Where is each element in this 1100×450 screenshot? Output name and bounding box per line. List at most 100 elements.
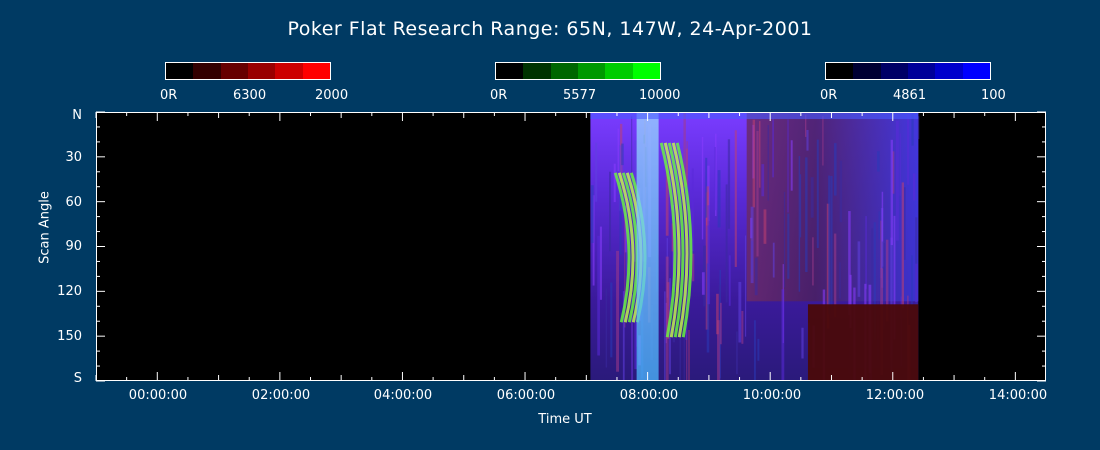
- aurora-streak: [880, 208, 884, 288]
- xtick-label: 14:00:00: [988, 388, 1048, 403]
- aurora-streak: [728, 255, 731, 306]
- aurora-streak: [839, 160, 843, 223]
- green-colorbar: [495, 62, 661, 80]
- aurora-streak: [783, 191, 786, 288]
- aurora-streak: [901, 182, 904, 309]
- aurora-streak: [895, 120, 899, 241]
- aurora-streak: [787, 119, 789, 213]
- aurora-streak: [834, 143, 837, 196]
- aurora-streak: [624, 205, 627, 253]
- aurora-streak: [761, 164, 765, 197]
- aurora-streak: [686, 330, 688, 380]
- blue-colorbar-wavelength: 4861: [893, 88, 927, 103]
- red-colorbar-wavelength: 6300: [233, 88, 267, 103]
- aurora-streak: [626, 222, 628, 293]
- xtick-label: 10:00:00: [742, 388, 802, 403]
- aurora-streak: [619, 182, 622, 255]
- aurora-streak: [915, 263, 918, 303]
- aurora-streak: [707, 205, 711, 305]
- aurora-streak: [911, 114, 914, 146]
- green-arc: [675, 142, 693, 338]
- aurora-streak: [828, 175, 831, 315]
- aurora-streak: [812, 237, 814, 286]
- aurora-streak: [681, 191, 685, 240]
- aurora-streak: [613, 163, 616, 203]
- xtick-label: 02:00:00: [251, 388, 311, 403]
- ytick-label: 30: [65, 150, 82, 165]
- green-arc: [613, 172, 631, 323]
- aurora-streak: [899, 133, 901, 196]
- green-arc: [663, 142, 681, 338]
- aurora-streak: [714, 147, 716, 211]
- green-arc: [617, 172, 635, 323]
- blue-colorbar-min: 0R: [820, 88, 838, 103]
- aurora-streak: [805, 157, 808, 273]
- aurora-streak: [688, 329, 690, 380]
- aurora-streak: [624, 216, 626, 328]
- aurora-streak: [772, 118, 774, 178]
- aurora-streak: [717, 170, 721, 228]
- aurora-streak: [890, 139, 893, 246]
- xtick-label: 04:00:00: [373, 388, 433, 403]
- aurora-streak: [883, 242, 885, 274]
- red-colorbar-min: 0R: [160, 88, 178, 103]
- aurora-streak: [665, 164, 669, 236]
- xtick-label: 00:00:00: [128, 388, 188, 403]
- aurora-streak: [756, 130, 759, 257]
- xtick-label: 08:00:00: [619, 388, 679, 403]
- aurora-streak: [717, 320, 720, 380]
- green-colorbar-wavelength: 5577: [563, 88, 597, 103]
- aurora-streak: [599, 226, 602, 300]
- aurora-streak: [752, 119, 756, 208]
- aurora-streak: [744, 235, 747, 337]
- aurora-streak: [741, 310, 744, 344]
- aurora-streak: [716, 293, 719, 335]
- aurora-streak: [750, 206, 754, 284]
- aurora-streak: [679, 332, 681, 380]
- aurora-streak: [632, 279, 634, 380]
- ytick-label: 90: [65, 239, 82, 254]
- aurora-streak: [705, 192, 709, 330]
- aurora-streak: [683, 113, 686, 188]
- aurora-streak: [873, 222, 876, 341]
- aurora-streak: [691, 253, 695, 282]
- aurora-streak: [590, 185, 594, 243]
- keogram-plot: [96, 112, 1046, 381]
- aurora-streak: [806, 130, 809, 151]
- aurora-streak: [736, 331, 738, 375]
- aurora-streak: [701, 136, 704, 240]
- cyan-band: [636, 113, 659, 380]
- ytick-label: 120: [57, 284, 82, 299]
- aurora-streak: [804, 114, 807, 137]
- aurora-streak: [738, 281, 742, 343]
- aurora-streak: [706, 263, 710, 353]
- aurora-streak: [917, 116, 920, 140]
- red-colorbar: [165, 62, 331, 80]
- aurora-streak: [781, 289, 785, 380]
- aurora-streak: [911, 255, 913, 306]
- aurora-streak: [892, 151, 895, 194]
- aurora-streak: [665, 256, 669, 380]
- aurora-streak: [834, 233, 837, 317]
- aurora-streak: [798, 156, 801, 292]
- aurora-streak: [865, 216, 867, 289]
- aurora-streak: [816, 139, 819, 248]
- ytick-label: N: [72, 108, 82, 123]
- aurora-streak: [705, 157, 708, 218]
- xtick-label: 06:00:00: [496, 388, 556, 403]
- aurora-streak: [848, 211, 851, 316]
- ytick-label: 60: [65, 195, 82, 210]
- aurora-streak: [671, 223, 673, 252]
- aurora-streak: [857, 241, 861, 297]
- aurora-streak: [772, 242, 775, 278]
- green-arc: [671, 142, 689, 338]
- aurora-streak: [621, 143, 624, 166]
- aurora-streak: [885, 239, 889, 322]
- aurora-streak: [822, 116, 824, 166]
- aurora-streak: [877, 151, 880, 172]
- aurora-streak: [790, 140, 793, 191]
- aurora-streak: [634, 278, 638, 370]
- green-arc: [659, 142, 677, 338]
- red-colorbar-max: 2000: [315, 88, 349, 103]
- green-colorbar-min: 0R: [490, 88, 508, 103]
